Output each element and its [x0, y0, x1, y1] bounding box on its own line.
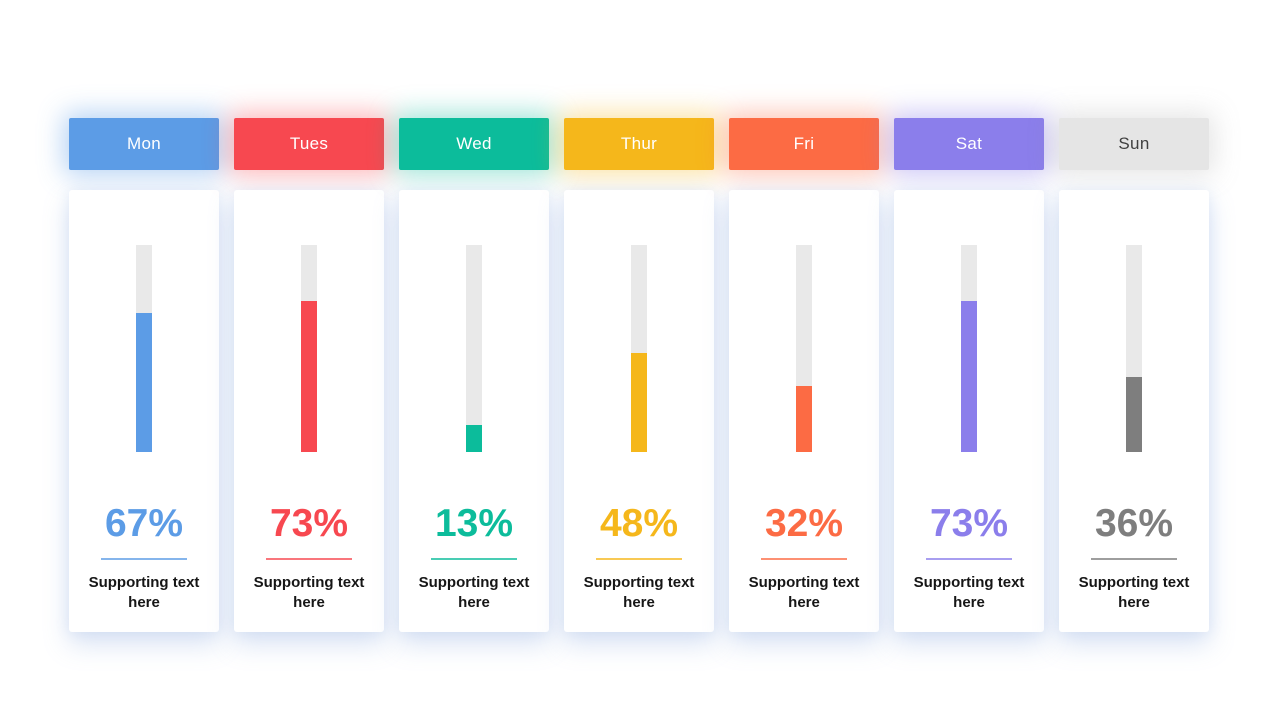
progress-bar-track [631, 245, 647, 452]
day-tab-sun[interactable]: Sun [1059, 118, 1209, 170]
day-label: Mon [127, 134, 161, 153]
day-card-mon: 67% Supporting text here [69, 190, 219, 632]
supporting-text: Supporting text here [1078, 574, 1190, 611]
day-label: Sun [1118, 134, 1150, 153]
progress-bar-fill [631, 352, 647, 452]
progress-bar-track [301, 245, 317, 452]
day-label: Thur [620, 134, 658, 153]
progress-bar-fill [1126, 377, 1142, 452]
percentage-value: 13% [434, 502, 514, 545]
percentage-value: 73% [929, 502, 1009, 545]
day-column-mon: Mon 67% Supporting text here [69, 118, 219, 632]
progress-bar-track [961, 245, 977, 452]
progress-bar-fill [136, 313, 152, 452]
progress-bar-fill [796, 385, 812, 452]
progress-bar-track [466, 245, 482, 452]
progress-bar-fill [466, 425, 482, 452]
percentage-underline [1091, 558, 1177, 560]
day-column-fri: Fri 32% Supporting text here [729, 118, 879, 632]
percentage-value: 32% [764, 502, 844, 545]
progress-bar-track [136, 245, 152, 452]
percentage-underline [431, 558, 517, 560]
day-column-wed: Wed 13% Supporting text here [399, 118, 549, 632]
day-tab-sat[interactable]: Sat [894, 118, 1044, 170]
percentage-underline [926, 558, 1012, 560]
supporting-text: Supporting text here [418, 574, 530, 611]
percentage-underline [761, 558, 847, 560]
day-tab-tues[interactable]: Tues [234, 118, 384, 170]
day-label: Wed [456, 134, 492, 153]
progress-bar-track [1126, 245, 1142, 452]
day-label: Sat [955, 134, 983, 153]
day-tab-fri[interactable]: Fri [729, 118, 879, 170]
progress-bar-track [796, 245, 812, 452]
day-label: Tues [289, 134, 329, 153]
percentage-underline [101, 558, 187, 560]
day-card-sun: 36% Supporting text here [1059, 190, 1209, 632]
day-tab-wed[interactable]: Wed [399, 118, 549, 170]
supporting-text: Supporting text here [583, 574, 695, 611]
day-column-sat: Sat 73% Supporting text here [894, 118, 1044, 632]
day-card-wed: 13% Supporting text here [399, 190, 549, 632]
percentage-underline [266, 558, 352, 560]
day-card-fri: 32% Supporting text here [729, 190, 879, 632]
day-tab-mon[interactable]: Mon [69, 118, 219, 170]
supporting-text: Supporting text here [913, 574, 1025, 611]
percentage-underline [596, 558, 682, 560]
day-card-sat: 73% Supporting text here [894, 190, 1044, 632]
day-column-thur: Thur 48% Supporting text here [564, 118, 714, 632]
supporting-text: Supporting text here [748, 574, 860, 611]
progress-bar-fill [961, 300, 977, 452]
supporting-text: Supporting text here [253, 574, 365, 611]
day-column-tues: Tues 73% Supporting text here [234, 118, 384, 632]
day-card-tues: 73% Supporting text here [234, 190, 384, 632]
percentage-value: 67% [104, 502, 184, 545]
day-column-sun: Sun 36% Supporting text here [1059, 118, 1209, 632]
progress-bar-fill [301, 300, 317, 452]
weekly-percentage-board: Mon 67% Supporting text here Tues 73% Su… [69, 118, 1209, 632]
percentage-value: 48% [599, 502, 679, 545]
percentage-value: 36% [1094, 502, 1174, 545]
day-card-thur: 48% Supporting text here [564, 190, 714, 632]
percentage-value: 73% [269, 502, 349, 545]
supporting-text: Supporting text here [88, 574, 200, 611]
day-label: Fri [793, 134, 815, 153]
day-tab-thur[interactable]: Thur [564, 118, 714, 170]
